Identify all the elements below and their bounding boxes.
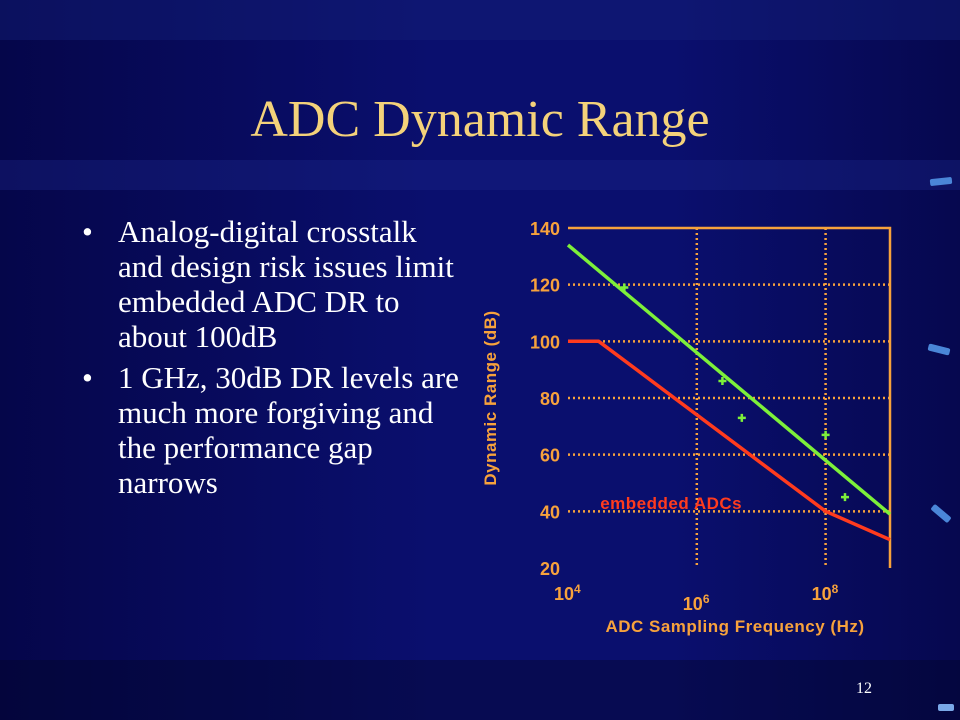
scatter-point <box>620 283 629 292</box>
x-tick-label: 106 <box>683 592 710 614</box>
bullet-list: • Analog-digital crosstalk and design ri… <box>82 214 462 506</box>
dynamic-range-chart: 140 120 100 80 60 40 20 104 106 108 ADC Sampling F… <box>481 219 892 636</box>
scatter-point <box>737 413 746 422</box>
decorative-mark <box>927 343 951 356</box>
x-tick-label: 104 <box>554 582 581 604</box>
y-tick-label: 60 <box>540 446 560 466</box>
decorative-mark <box>938 704 954 711</box>
y-tick-label: 20 <box>540 559 560 579</box>
y-tick-label: 120 <box>530 276 560 296</box>
y-tick-label: 100 <box>530 332 560 352</box>
scatter-point <box>821 430 830 439</box>
page-number: 12 <box>856 680 872 697</box>
scatter-point <box>718 377 727 385</box>
bullet-text: Analog-digital crosstalk and design risk… <box>118 214 454 354</box>
y-tick-label: 40 <box>540 502 560 522</box>
y-tick-label: 80 <box>540 389 560 409</box>
bullet-item: • 1 GHz, 30dB DR levels are much more fo… <box>82 360 462 500</box>
series-line-embedded-adcs <box>568 339 891 542</box>
decorative-mark <box>930 503 952 524</box>
x-tick-label: 108 <box>812 582 839 604</box>
bullet-dot-icon: • <box>82 360 93 395</box>
background-band <box>0 160 960 190</box>
y-tick-label: 140 <box>530 219 560 239</box>
series-line-green <box>566 243 892 516</box>
scatter-point <box>840 493 849 502</box>
x-axis-title: ADC Sampling Frequency (Hz) <box>605 617 864 636</box>
slide-title: ADC Dynamic Range <box>250 91 710 148</box>
background-band <box>0 660 960 720</box>
series-annotation-label: embedded ADCs <box>600 494 742 513</box>
bullet-text: 1 GHz, 30dB DR levels are much more forg… <box>118 360 459 500</box>
y-axis-title: Dynamic Range (dB) <box>481 310 500 485</box>
bullet-item: • Analog-digital crosstalk and design ri… <box>82 214 462 354</box>
plot-border <box>568 226 892 568</box>
bullet-dot-icon: • <box>82 214 93 249</box>
background-band <box>0 0 960 40</box>
